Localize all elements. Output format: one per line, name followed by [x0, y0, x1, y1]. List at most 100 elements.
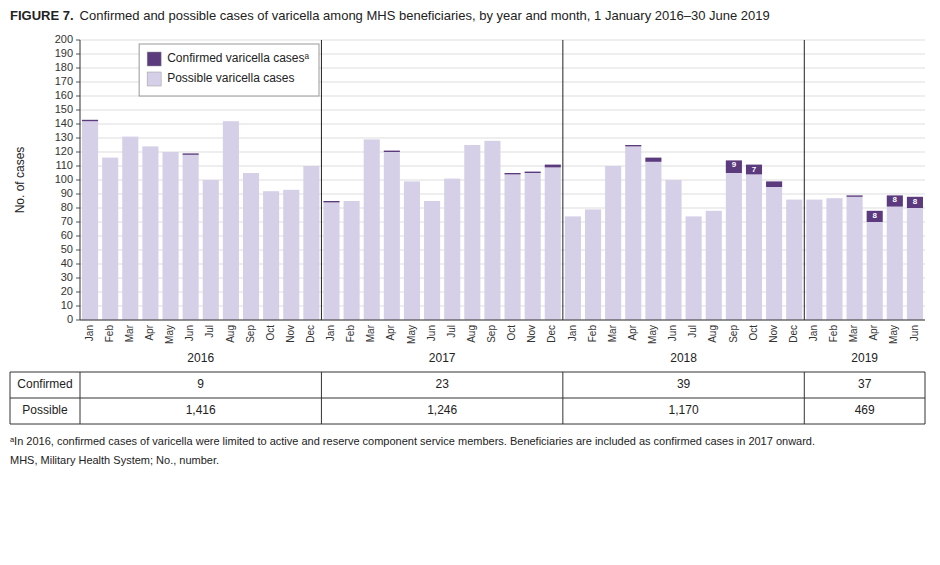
bar — [605, 166, 621, 167]
table-row-label: Possible — [22, 403, 68, 417]
bar — [585, 209, 601, 320]
x-tick-label: Feb — [345, 325, 356, 343]
y-tick — [76, 96, 80, 97]
bar — [122, 137, 138, 320]
bar — [444, 179, 460, 320]
year-divider — [321, 40, 322, 320]
y-tick-label: 20 — [61, 285, 73, 297]
year-label: 2019 — [851, 351, 878, 365]
bar — [484, 140, 500, 141]
y-tick — [76, 236, 80, 237]
year-label: 2018 — [670, 351, 697, 365]
x-tick-label: Nov — [285, 325, 296, 343]
legend-label: Possible varicella cases — [167, 71, 294, 85]
bar — [323, 201, 339, 202]
legend: Confirmed varicella casesᵃ Possible varic… — [139, 44, 319, 96]
x-tick-label: Nov — [768, 325, 779, 343]
y-tick-label: 30 — [61, 271, 73, 283]
bar — [384, 151, 400, 152]
x-tick-label: Jul — [687, 325, 698, 338]
year-divider — [562, 40, 563, 320]
bar — [303, 166, 319, 320]
year-divider — [804, 40, 805, 320]
bar — [867, 222, 883, 320]
bar — [505, 174, 521, 320]
y-tick — [76, 138, 80, 139]
y-tick — [76, 208, 80, 209]
bar — [786, 199, 802, 200]
bar — [887, 195, 903, 206]
x-tick-label: Mar — [124, 324, 135, 342]
y-tick — [76, 250, 80, 251]
bar — [665, 180, 681, 320]
x-tick-label: Feb — [104, 325, 115, 343]
x-tick-label: Sep — [486, 325, 497, 343]
y-tick-label: 200 — [55, 33, 73, 45]
bar — [565, 216, 581, 320]
bar — [726, 173, 742, 320]
data-label: 8 — [913, 197, 918, 206]
legend-swatch — [147, 72, 161, 86]
x-tick-label: Apr — [144, 324, 155, 340]
y-tick-label: 130 — [55, 131, 73, 143]
x-tick-label: May — [406, 325, 417, 344]
y-tick — [76, 54, 80, 55]
y-tick-label: 60 — [61, 229, 73, 241]
table-rule — [10, 398, 925, 399]
y-tick-label: 110 — [55, 159, 73, 171]
table-cell: 1,170 — [669, 403, 699, 417]
bar — [102, 158, 118, 320]
bar — [243, 173, 259, 320]
x-tick-label: Dec — [546, 325, 557, 343]
y-tick-label: 180 — [55, 61, 73, 73]
grid-line — [80, 166, 925, 167]
bar — [806, 199, 822, 200]
table-cell: 9 — [197, 377, 204, 391]
x-tick-label: Jan — [567, 325, 578, 341]
bar — [645, 158, 661, 162]
bar — [907, 197, 923, 208]
grid-line — [80, 138, 925, 139]
bar — [826, 198, 842, 320]
grid-line — [80, 124, 925, 125]
y-tick-label: 100 — [55, 173, 73, 185]
bar — [323, 202, 339, 320]
bar — [404, 181, 420, 320]
table-rule — [321, 372, 322, 424]
y-tick-label: 40 — [61, 257, 73, 269]
table: Confirmed9233937Possible1,4161,2461,1704… — [10, 372, 925, 424]
y-tick — [76, 110, 80, 111]
bar — [746, 174, 762, 320]
notes: ᵃIn 2016, confirmed cases of varicella w… — [10, 434, 925, 472]
y-tick — [76, 124, 80, 125]
table-cell: 39 — [677, 377, 691, 391]
table-rule — [804, 372, 805, 424]
data-label: 7 — [752, 165, 757, 174]
bar — [464, 145, 480, 320]
bar — [545, 165, 561, 168]
y-tick — [76, 264, 80, 265]
x-tick-label: Jun — [667, 325, 678, 341]
y-tick-label: 0 — [67, 313, 73, 325]
x-tick-label: Jul — [204, 325, 215, 338]
bar — [545, 167, 561, 320]
bar — [444, 178, 460, 179]
table-rule — [10, 424, 925, 425]
bar — [82, 120, 98, 121]
y-tick-label: 150 — [55, 103, 73, 115]
table-cell: 469 — [855, 403, 875, 417]
x-tick-label: Oct — [506, 325, 517, 341]
bar — [826, 198, 842, 199]
bar — [203, 180, 219, 320]
bar — [525, 172, 541, 173]
bar — [364, 139, 380, 320]
y-axis-label: No. of cases — [13, 147, 27, 214]
bar — [484, 141, 500, 320]
y-tick — [76, 320, 80, 321]
x-tick-label: May — [164, 325, 175, 344]
bar — [404, 181, 420, 182]
bar — [82, 121, 98, 320]
bar — [706, 211, 722, 320]
legend-label: Confirmed varicella casesᵃ — [167, 51, 309, 65]
bar — [706, 210, 722, 211]
